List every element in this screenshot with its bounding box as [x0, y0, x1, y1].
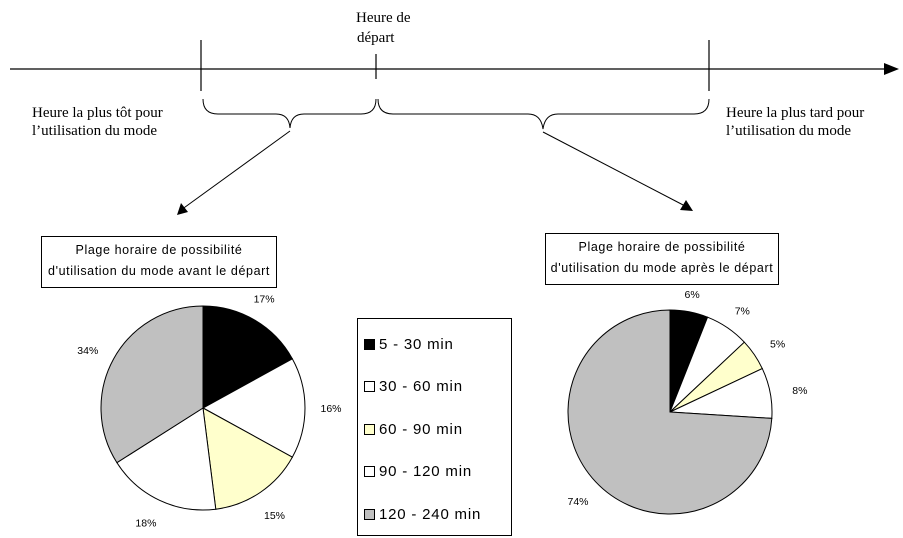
left-chart-title-line2: d'utilisation du mode avant le départ	[48, 264, 270, 278]
pie-data-label: 16%	[320, 403, 341, 415]
pie-slice-60-90	[202, 407, 294, 510]
legend-label: 60 - 90 min	[379, 420, 463, 438]
legend-swatch	[364, 423, 375, 435]
legend-label: 120 - 240 min	[379, 505, 482, 523]
latest-label-line2: l’utilisation du mode	[726, 123, 851, 139]
departure-label-line2: départ	[357, 30, 395, 46]
left-chart-title-line1: Plage horaire de possibilité	[75, 243, 243, 257]
legend-swatch	[364, 338, 375, 350]
pie-data-label: 34%	[77, 345, 98, 357]
arrow-left-head-icon	[177, 203, 188, 215]
right-chart-title-box: Plage horaire de possibilité d'utilisati…	[545, 233, 779, 285]
pie-data-label: 5%	[770, 339, 785, 351]
earliest-label-line2: l’utilisation du mode	[32, 123, 157, 139]
pie-before-departure: 17% 16% 15% 18% 34%	[77, 294, 341, 530]
pie-data-label: 17%	[254, 294, 275, 306]
pie-data-label: 8%	[792, 385, 807, 397]
pie-data-label: 74%	[567, 496, 588, 508]
pie-data-label: 15%	[264, 510, 285, 522]
legend-item-30-60: 30 - 60 min	[364, 376, 463, 396]
pie-slice-5-30	[202, 305, 294, 409]
pie-data-label: 18%	[135, 518, 156, 530]
pie-slice-90-120	[116, 407, 217, 511]
legend-item-5-30: 5 - 30 min	[364, 334, 454, 354]
pie-data-label: 6%	[685, 289, 700, 301]
pie-slice-120-240	[567, 309, 773, 515]
legend-label: 90 - 120 min	[379, 462, 472, 480]
legend-swatch	[364, 508, 375, 520]
right-chart-title-line2: d'utilisation du mode après le départ	[550, 261, 774, 275]
legend-label: 30 - 60 min	[379, 377, 463, 395]
departure-label-line1: Heure de	[356, 10, 411, 26]
legend-item-90-120: 90 - 120 min	[364, 461, 472, 481]
pie-after-departure: 6% 7% 5% 8% 74%	[567, 289, 807, 515]
legend-item-60-90: 60 - 90 min	[364, 419, 463, 439]
arrow-to-right-chart	[542, 131, 688, 208]
legend-label: 5 - 30 min	[379, 335, 454, 353]
arrow-right-head-icon	[680, 200, 693, 211]
left-chart-title-box: Plage horaire de possibilité d'utilisati…	[41, 236, 277, 288]
pie-data-label: 7%	[735, 305, 750, 317]
arrow-to-left-chart	[180, 130, 291, 211]
latest-label-line1: Heure la plus tard pour	[726, 105, 865, 121]
brace-after-departure	[377, 98, 710, 130]
legend-swatch	[364, 465, 375, 477]
brace-before-departure	[202, 98, 377, 129]
legend-swatch	[364, 380, 375, 392]
pie-slice-120-240	[100, 305, 204, 464]
earliest-label-line1: Heure la plus tôt pour	[32, 105, 163, 121]
right-chart-title-line1: Plage horaire de possibilité	[578, 240, 746, 254]
time-axis-arrow-icon	[884, 63, 899, 75]
chart-legend: 5 - 30 min 30 - 60 min 60 - 90 min 90 - …	[357, 318, 512, 536]
pie-slice-30-60	[201, 358, 306, 458]
legend-item-120-240: 120 - 240 min	[364, 504, 481, 524]
